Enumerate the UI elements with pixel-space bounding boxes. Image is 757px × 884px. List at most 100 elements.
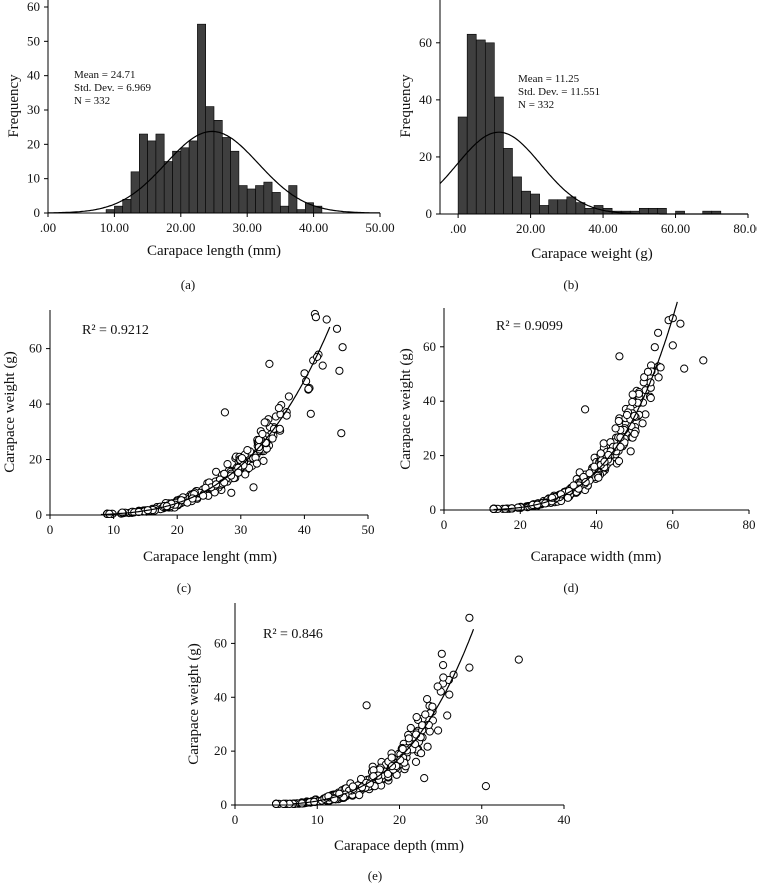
panel-label-a: (a) bbox=[181, 277, 195, 292]
data-point bbox=[439, 673, 448, 682]
y-ticks: 0 20 40 60 bbox=[423, 339, 444, 517]
x-tick-label: .00 bbox=[40, 220, 56, 235]
histogram-bar bbox=[213, 120, 223, 214]
data-point bbox=[338, 343, 347, 352]
y-tick-label: 60 bbox=[29, 341, 42, 356]
y-tick-label: 20 bbox=[29, 452, 42, 467]
x-tick-label: 40 bbox=[558, 812, 571, 827]
x-tick-label: 0 bbox=[47, 522, 54, 537]
data-point bbox=[581, 405, 590, 414]
data-point bbox=[423, 695, 432, 704]
data-point bbox=[590, 462, 599, 471]
y-ticks: 0 20 40 60 bbox=[29, 341, 50, 522]
x-tick-label: .00 bbox=[450, 221, 466, 236]
histogram-bar bbox=[648, 207, 658, 215]
r-squared-annotation: R² = 0.9212 bbox=[82, 323, 149, 338]
y-tick-label: 50 bbox=[27, 33, 40, 48]
data-point bbox=[434, 726, 443, 735]
y-tick-label: 0 bbox=[34, 205, 41, 220]
histogram-bar bbox=[466, 33, 477, 215]
y-tick-label: 60 bbox=[423, 339, 436, 354]
data-point bbox=[640, 373, 649, 382]
r-squared-annotation: R² = 0.9099 bbox=[496, 319, 563, 334]
x-tick-label: 40.00 bbox=[299, 220, 328, 235]
scatter-length-vs-weight: 0 20 40 60 0 10 20 30 40 50 R² = 0.9212 Carapace… bbox=[2, 309, 375, 595]
data-point bbox=[279, 799, 288, 809]
data-point bbox=[646, 393, 655, 403]
x-ticks: 0 20 40 60 80 bbox=[441, 510, 756, 532]
data-point bbox=[465, 613, 474, 622]
histogram-bar bbox=[530, 193, 540, 215]
y-tick-label: 0 bbox=[426, 206, 433, 221]
y-tick-label: 0 bbox=[36, 507, 43, 522]
histogram-bar bbox=[172, 150, 182, 214]
x-tick-label: 10 bbox=[311, 812, 324, 827]
histogram-bars bbox=[105, 23, 323, 214]
data-point bbox=[383, 769, 392, 779]
stat-std-dev: Std. Dev. = 6.969 bbox=[74, 82, 151, 94]
data-point bbox=[355, 791, 364, 800]
scatter-width-vs-weight: 0 20 40 60 0 20 40 60 80 R² = 0.9099 Carapace w… bbox=[398, 301, 756, 595]
panel-label-c: (c) bbox=[177, 580, 191, 595]
data-point bbox=[404, 734, 413, 743]
data-point bbox=[614, 457, 624, 466]
data-point bbox=[433, 682, 442, 691]
data-point bbox=[220, 408, 229, 417]
data-point bbox=[611, 424, 620, 433]
x-tick-label: 30 bbox=[234, 522, 247, 537]
y-tick-label: 60 bbox=[27, 0, 40, 14]
data-point bbox=[465, 663, 474, 672]
x-tick-label: 0 bbox=[441, 517, 448, 532]
histogram-bar bbox=[288, 185, 298, 214]
x-axis-label: Carapace weight (g) bbox=[531, 246, 653, 262]
histogram-bar bbox=[457, 116, 468, 215]
data-point bbox=[626, 447, 635, 456]
histogram-carapace-length: 0 10 20 30 40 50 60 .00 10.00 20.00 30.00 40.00 50.… bbox=[6, 0, 395, 292]
histogram-bar bbox=[557, 199, 568, 215]
data-point bbox=[275, 424, 284, 433]
histogram-bar bbox=[246, 188, 256, 214]
y-tick-label: 20 bbox=[27, 136, 40, 151]
x-tick-label: 30 bbox=[475, 812, 488, 827]
y-tick-label: 60 bbox=[419, 35, 432, 50]
x-axis-label: Carapace length (mm) bbox=[147, 243, 281, 259]
y-tick-label: 0 bbox=[430, 502, 437, 517]
y-tick-label: 20 bbox=[214, 743, 227, 758]
y-tick-label: 20 bbox=[423, 448, 436, 463]
fit-curve bbox=[292, 628, 475, 805]
data-point bbox=[241, 470, 250, 479]
y-tick-label: 60 bbox=[214, 635, 227, 650]
data-point bbox=[417, 749, 426, 758]
histogram-bar bbox=[271, 192, 281, 214]
histogram-bar bbox=[197, 23, 206, 214]
data-point bbox=[304, 384, 313, 393]
data-point bbox=[306, 409, 315, 418]
data-point bbox=[628, 390, 637, 399]
data-point bbox=[220, 469, 229, 478]
x-tick-label: 50.00 bbox=[365, 220, 394, 235]
histogram-bar bbox=[548, 199, 559, 215]
data-point bbox=[322, 315, 331, 324]
r-squared-annotation: R² = 0.846 bbox=[263, 627, 323, 642]
histogram-bar bbox=[280, 205, 289, 214]
histogram-bar bbox=[475, 39, 486, 215]
y-tick-label: 40 bbox=[29, 396, 42, 411]
data-point bbox=[423, 742, 432, 751]
data-point bbox=[396, 755, 405, 765]
y-axis-label: Carapace weight (g) bbox=[398, 348, 414, 470]
x-ticks: .00 10.00 20.00 30.00 40.00 50.00 bbox=[40, 213, 395, 235]
data-point bbox=[514, 655, 523, 664]
data-point bbox=[622, 410, 632, 420]
data-point bbox=[259, 456, 268, 465]
normal-curve bbox=[48, 130, 380, 214]
panel-label-b: (b) bbox=[563, 277, 578, 292]
histogram-bar bbox=[575, 202, 586, 215]
x-ticks: .00 20.00 40.00 60.00 80.00 bbox=[450, 214, 757, 236]
histogram-bar bbox=[163, 161, 173, 214]
data-point bbox=[439, 661, 448, 670]
data-point bbox=[425, 727, 434, 736]
histogram-bar bbox=[222, 137, 231, 214]
data-point bbox=[243, 446, 252, 455]
histogram-bar bbox=[539, 205, 550, 215]
